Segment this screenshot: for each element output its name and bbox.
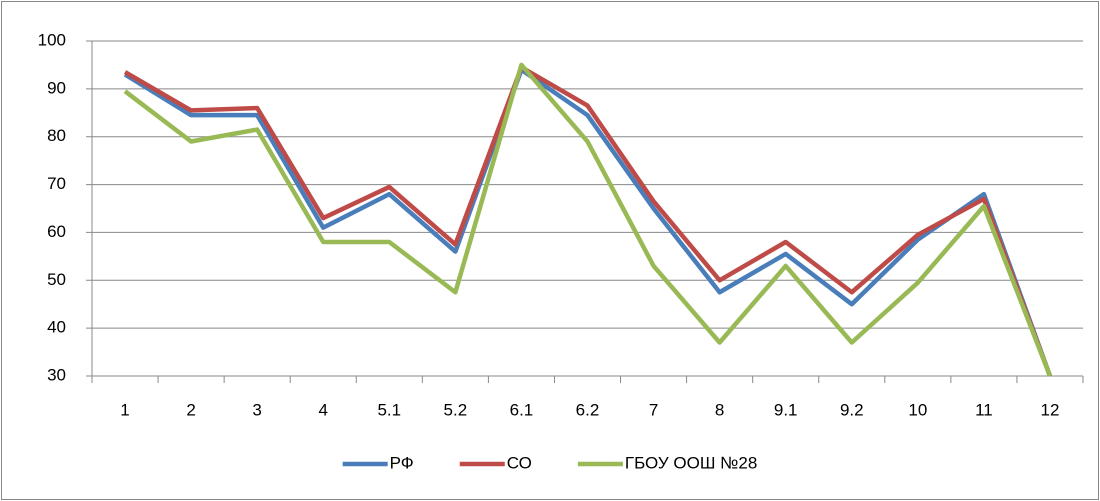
x-tick-label: 7 — [649, 400, 658, 419]
series-line — [123, 62, 1053, 377]
y-tick-label: 40 — [47, 318, 66, 337]
x-tick-label: 6.2 — [576, 400, 600, 419]
series-line — [123, 67, 1053, 377]
legend-label: СО — [507, 453, 532, 472]
x-tick-label: 5.2 — [444, 400, 468, 419]
x-tick-label: 5.1 — [377, 400, 401, 419]
series-line — [123, 65, 1053, 377]
legend-label: РФ — [390, 453, 414, 472]
x-tick-label: 3 — [252, 400, 261, 419]
x-tick-label: 1 — [120, 400, 129, 419]
x-tick-label: 2 — [186, 400, 195, 419]
x-tick-label: 6.1 — [510, 400, 534, 419]
x-tick-label: 9.2 — [840, 400, 864, 419]
x-tick-label: 9.1 — [774, 400, 798, 419]
legend: РФ СО ГБОУ ООШ №28 — [342, 453, 757, 472]
x-tick-label: 11 — [975, 400, 993, 419]
y-tick-label: 50 — [47, 270, 66, 289]
y-tick-label: 30 — [47, 365, 66, 384]
y-tick-label: 90 — [47, 78, 66, 97]
y-tick-label: 100 — [38, 30, 66, 49]
y-tick-label: 70 — [47, 174, 66, 193]
y-tick-label: 80 — [47, 126, 66, 145]
x-tick-label: 4 — [318, 400, 327, 419]
x-tick-label: 10 — [908, 400, 927, 419]
x-tick-label: 8 — [715, 400, 724, 419]
y-tick-label: 60 — [47, 222, 66, 241]
legend-label: ГБОУ ООШ №28 — [625, 453, 757, 472]
x-tick-label: 12 — [1041, 400, 1060, 419]
